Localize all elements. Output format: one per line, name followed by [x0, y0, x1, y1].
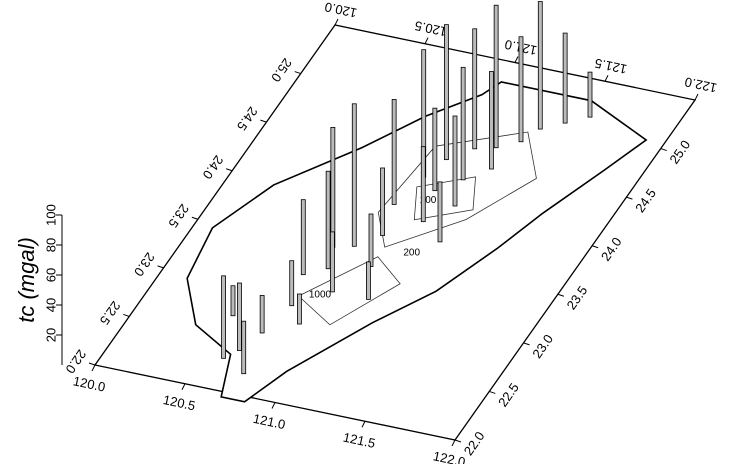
lat-tick-label: 25.0 [666, 137, 693, 166]
bar [222, 276, 226, 359]
bar [301, 200, 305, 275]
bar [290, 261, 294, 306]
lon-tick-label: 122.0 [683, 74, 718, 95]
contour-label: 200 [403, 247, 420, 258]
lon-tick-label: 120.0 [72, 373, 107, 394]
lat-tick-label: 22.0 [62, 347, 89, 376]
bar [260, 295, 264, 333]
lon-tick-label: 120.5 [413, 18, 448, 39]
tick-mark [158, 266, 164, 268]
tick-mark [515, 57, 518, 63]
tick-mark [605, 75, 608, 81]
map: tc (mgal) 100 200 1000 120.0 120.0 120.5 120.5… [0, 0, 739, 464]
tick-mark [192, 217, 198, 219]
bar [438, 182, 442, 242]
lat-tick-label: 23.5 [564, 283, 591, 312]
tick-mark [89, 363, 95, 365]
bar [242, 321, 246, 374]
tick-mark [592, 246, 598, 248]
bar [461, 67, 465, 180]
lat-tick-label: 24.5 [234, 104, 261, 133]
tick-mark [182, 384, 185, 390]
bar [297, 294, 301, 324]
bar [489, 72, 493, 169]
tick-mark [695, 94, 698, 100]
bar [237, 283, 241, 351]
z-axis-label: tc (mgal) [14, 237, 39, 323]
lat-tick-label: 22.5 [495, 380, 522, 409]
lat-tick-label: 22.5 [97, 298, 124, 327]
bar [473, 29, 477, 149]
bar [366, 262, 370, 300]
bar [588, 72, 592, 117]
tick-mark [524, 343, 530, 345]
bar [369, 214, 373, 267]
bar [494, 5, 498, 148]
tick-mark [335, 19, 338, 25]
lat-tick-label: 24.0 [200, 153, 227, 182]
tick-mark [661, 149, 667, 151]
tick-mark [558, 294, 564, 296]
bar [444, 25, 448, 160]
lat-tick-label: 23.5 [165, 201, 192, 230]
tick-mark [123, 314, 129, 316]
bar [331, 127, 335, 247]
bar [519, 37, 523, 142]
bar [330, 232, 334, 292]
bar [453, 116, 457, 206]
bar [231, 286, 235, 316]
tick-mark [295, 72, 301, 74]
coastline [187, 82, 646, 402]
tick-mark [425, 38, 428, 44]
lat-tick-label: 24.0 [598, 234, 625, 263]
bar [538, 2, 542, 130]
z-tick-label: 40 [43, 298, 58, 312]
z-tick-label: 60 [43, 268, 58, 282]
tick-mark [452, 440, 455, 446]
z-tick-label: 80 [43, 238, 58, 252]
lon-tick-label: 121.5 [593, 56, 628, 77]
tick-mark [362, 421, 365, 427]
lon-tick-label: 121.0 [252, 411, 287, 432]
tick-mark [92, 365, 95, 371]
bar [381, 168, 385, 236]
lat-tick-label: 23.0 [131, 250, 158, 279]
tick-mark [226, 169, 232, 171]
bar [433, 108, 437, 190]
tick-mark [260, 120, 266, 122]
lat-tick-label: 23.0 [529, 332, 556, 361]
contour-label: 1000 [309, 290, 332, 301]
lon-tick-label: 120.0 [323, 0, 358, 21]
tick-mark [272, 403, 275, 409]
bar [563, 33, 567, 123]
lat-tick-label: 24.5 [632, 186, 659, 215]
tick-mark [489, 391, 495, 393]
bar [421, 147, 425, 222]
bar [352, 104, 356, 247]
tick-mark [455, 440, 461, 442]
lon-tick-label: 120.5 [162, 392, 197, 413]
tick-mark [626, 197, 632, 199]
z-tick-label: 20 [43, 328, 58, 342]
bar [392, 99, 396, 204]
lon-tick-label: 121.5 [342, 429, 377, 450]
bar [326, 171, 330, 269]
lat-tick-label: 25.0 [268, 56, 295, 85]
z-tick-label: 100 [43, 204, 58, 226]
